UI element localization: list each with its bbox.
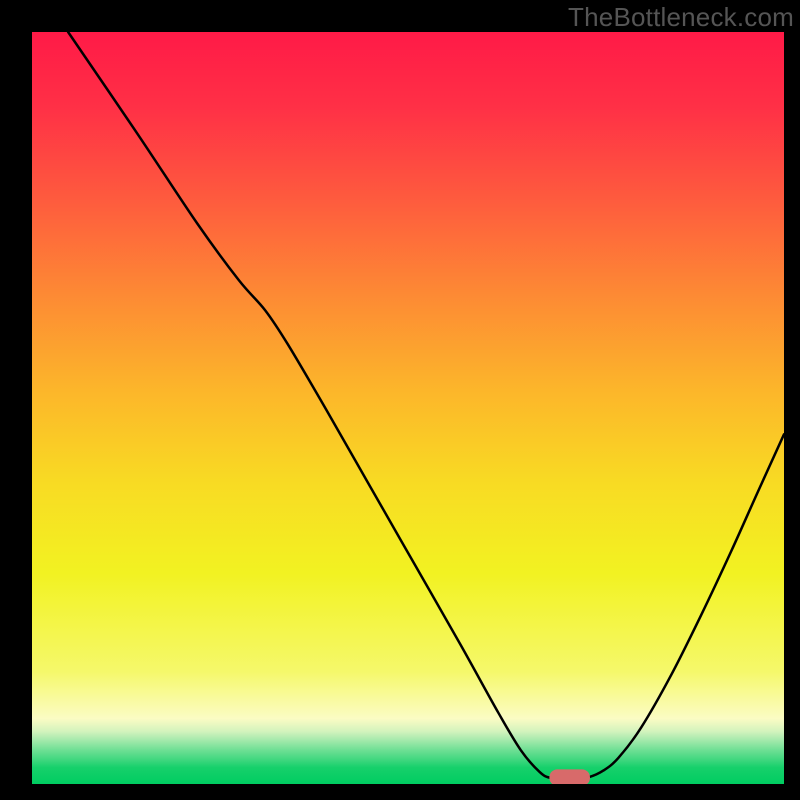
watermark-text: TheBottleneck.com — [568, 2, 794, 33]
frame-left — [0, 0, 32, 800]
optimal-marker — [549, 769, 590, 786]
bottleneck-chart — [0, 0, 800, 800]
frame-bottom — [0, 784, 800, 800]
frame-right — [784, 0, 800, 800]
